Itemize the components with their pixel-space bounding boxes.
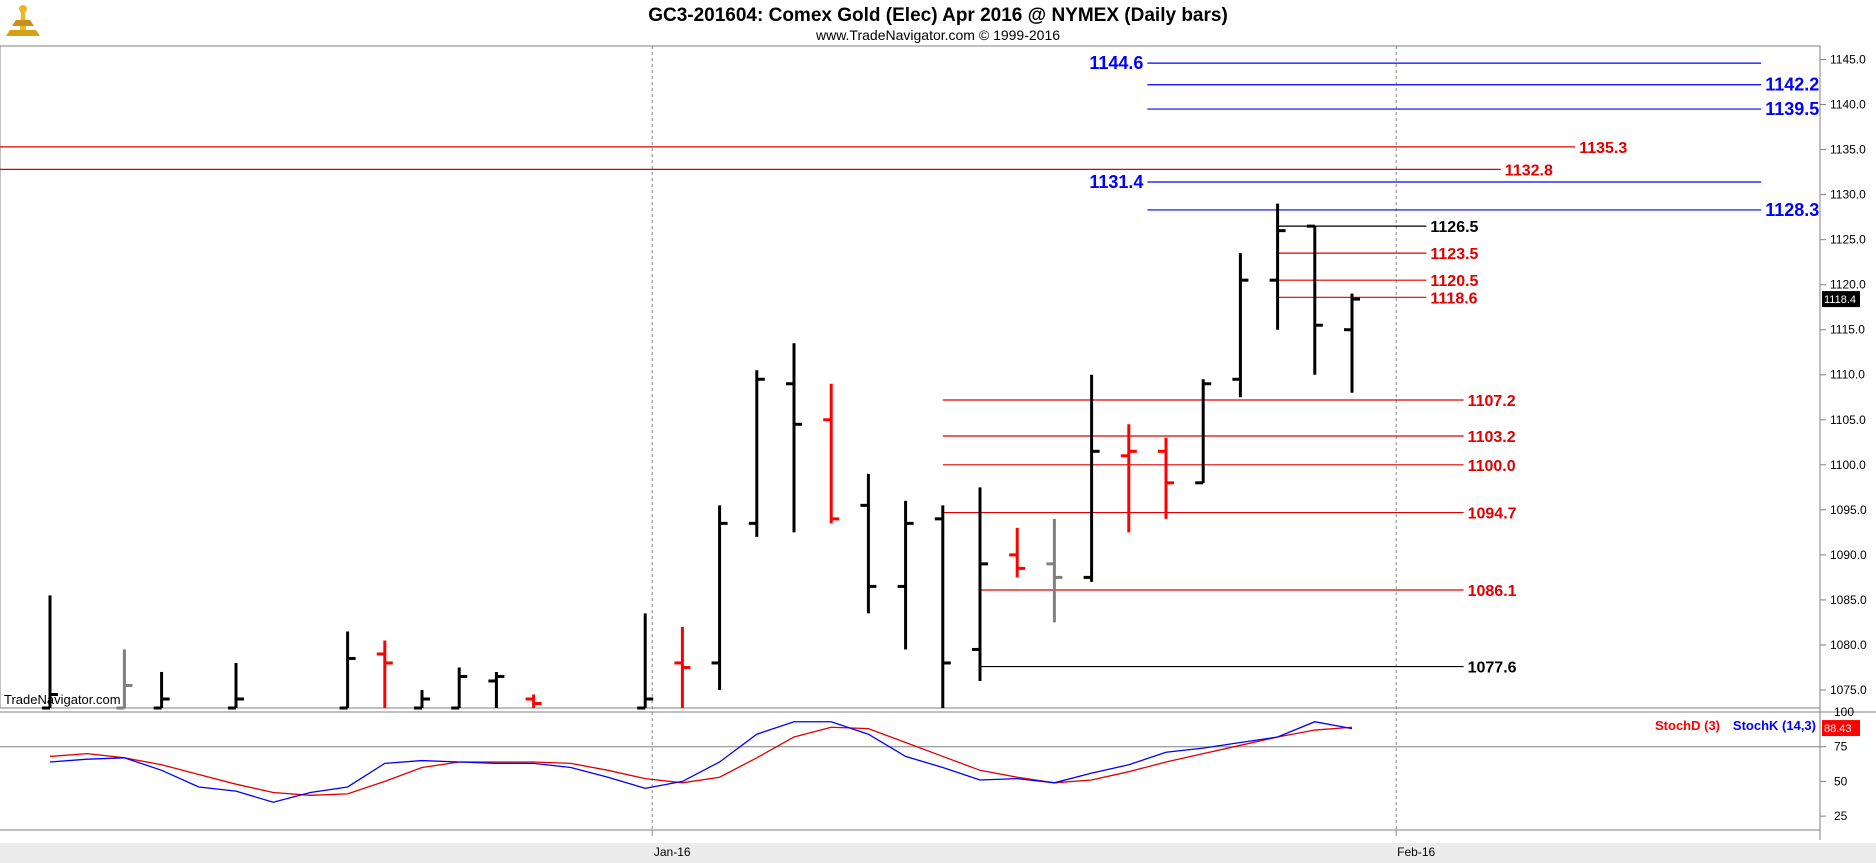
price-bar bbox=[1232, 253, 1249, 398]
price-bar bbox=[1046, 518, 1063, 623]
price-bar bbox=[376, 640, 393, 708]
stoch-line bbox=[49, 726, 1353, 796]
level-label: 1142.2 bbox=[1765, 75, 1819, 95]
price-bar bbox=[711, 505, 728, 690]
y-tick-label: 1095.0 bbox=[1830, 503, 1867, 517]
y-tick-label: 1130.0 bbox=[1830, 188, 1866, 202]
stoch-y-tick-label: 50 bbox=[1834, 774, 1848, 788]
stoch-y-tick-label: 75 bbox=[1834, 740, 1848, 754]
stoch-last-tag bbox=[1822, 720, 1860, 737]
bars-layer bbox=[42, 203, 1360, 710]
price-bar bbox=[897, 500, 914, 650]
price-panel-frame bbox=[0, 45, 1821, 709]
price-bar bbox=[674, 626, 691, 708]
price-bar bbox=[637, 613, 654, 710]
price-bar bbox=[116, 649, 133, 710]
y-tick-label: 1140.0 bbox=[1830, 98, 1866, 112]
price-bar bbox=[42, 595, 58, 710]
price-bar bbox=[1195, 379, 1212, 485]
y-tick-label: 1120.0 bbox=[1830, 278, 1866, 292]
y-tick-label: 1075.0 bbox=[1830, 683, 1867, 697]
level-label: 1144.6 bbox=[1089, 53, 1143, 73]
y-tick-label: 1080.0 bbox=[1830, 638, 1867, 652]
price-bar bbox=[934, 505, 951, 708]
watermark: TradeNavigator.com bbox=[4, 692, 121, 707]
chart-subtitle: www.TradeNavigator.com © 1999-2016 bbox=[815, 27, 1060, 43]
price-bar bbox=[972, 487, 988, 681]
chart-title: GC3-201604: Comex Gold (Elec) Apr 2016 @… bbox=[648, 5, 1228, 26]
level-label: 1131.4 bbox=[1089, 172, 1143, 192]
price-bar bbox=[1158, 437, 1174, 519]
price-bar bbox=[1009, 527, 1026, 578]
price-bar bbox=[1083, 374, 1100, 582]
price-bar bbox=[488, 671, 505, 708]
stoch-line bbox=[49, 721, 1353, 803]
last-price-tag bbox=[1822, 291, 1860, 308]
level-label: 1135.3 bbox=[1579, 140, 1627, 157]
price-bar bbox=[228, 662, 244, 710]
levels-layer: 1144.6 1142.2 1139.5 1135.3 1132.8 1131.4 1128… bbox=[0, 53, 1819, 677]
price-bar bbox=[525, 694, 542, 708]
level-label: 1120.5 bbox=[1430, 273, 1478, 290]
price-bar bbox=[860, 473, 877, 614]
grid-layer bbox=[651, 46, 1397, 830]
x-tick-label: Feb-16 bbox=[1397, 845, 1435, 859]
last-price-value: 1118.4 bbox=[1824, 294, 1856, 306]
price-bar bbox=[153, 671, 170, 710]
price-bar bbox=[748, 370, 765, 537]
level-label: 1086.1 bbox=[1468, 583, 1517, 600]
logo-icon bbox=[6, 5, 40, 36]
y-tick-label: 1115.0 bbox=[1830, 323, 1865, 337]
stoch-layer bbox=[0, 721, 1820, 803]
legend-stochk: StochK (14,3) bbox=[1733, 718, 1816, 733]
price-bar bbox=[823, 383, 840, 524]
stoch-y-tick-label: 25 bbox=[1834, 809, 1848, 823]
x-tick-label: Jan-16 bbox=[654, 845, 691, 859]
level-label: 1103.2 bbox=[1468, 429, 1516, 446]
axes-layer: Jan-16 Feb-16 1145.0 1140.0 1135.0 1130.0 1125… bbox=[651, 53, 1867, 859]
level-label: 1132.8 bbox=[1505, 162, 1553, 179]
stoch-y-tick-label: 100 bbox=[1834, 705, 1854, 719]
price-bar bbox=[339, 631, 356, 710]
y-tick-label: 1145.0 bbox=[1830, 53, 1866, 67]
level-label: 1126.5 bbox=[1430, 219, 1478, 236]
level-label: 1128.3 bbox=[1765, 200, 1819, 220]
level-label: 1077.6 bbox=[1468, 660, 1517, 677]
y-tick-label: 1085.0 bbox=[1830, 593, 1867, 607]
price-bar bbox=[1269, 203, 1286, 330]
y-tick-label: 1125.0 bbox=[1830, 233, 1866, 247]
stoch-last-value: 88.43 bbox=[1824, 723, 1852, 735]
y-tick-label: 1100.0 bbox=[1830, 458, 1866, 472]
price-bar bbox=[786, 343, 802, 533]
level-label: 1100.0 bbox=[1468, 458, 1516, 475]
y-tick-label: 1090.0 bbox=[1830, 548, 1867, 562]
y-tick-label: 1110.0 bbox=[1830, 368, 1865, 382]
price-bar bbox=[1344, 293, 1360, 393]
price-bar bbox=[1120, 424, 1137, 533]
level-label: 1107.2 bbox=[1468, 393, 1516, 410]
y-tick-label: 1105.0 bbox=[1830, 413, 1866, 427]
level-label: 1118.6 bbox=[1430, 290, 1477, 307]
price-bar bbox=[1306, 224, 1323, 375]
legend-stochd: StochD (3) bbox=[1655, 718, 1720, 733]
price-bar bbox=[414, 689, 430, 710]
level-label: 1123.5 bbox=[1430, 246, 1478, 263]
level-label: 1094.7 bbox=[1468, 506, 1517, 523]
level-label: 1139.5 bbox=[1765, 99, 1819, 119]
price-bar bbox=[451, 667, 468, 710]
bottom-bar bbox=[0, 843, 1876, 863]
y-tick-label: 1135.0 bbox=[1830, 143, 1866, 157]
chart-header-bg bbox=[0, 0, 1876, 46]
